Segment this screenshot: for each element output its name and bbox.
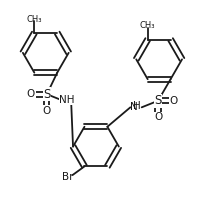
Text: CH₃: CH₃ [140,21,155,30]
Text: O: O [27,89,35,99]
Text: CH₃: CH₃ [27,15,42,24]
Text: N: N [130,102,138,112]
Text: Br: Br [62,172,74,182]
Text: S: S [43,88,51,101]
Text: S: S [154,94,162,107]
Text: NH: NH [59,95,75,105]
Text: O: O [43,106,51,116]
Text: O: O [170,96,178,106]
Text: O: O [154,112,162,122]
Text: H: H [133,101,141,111]
